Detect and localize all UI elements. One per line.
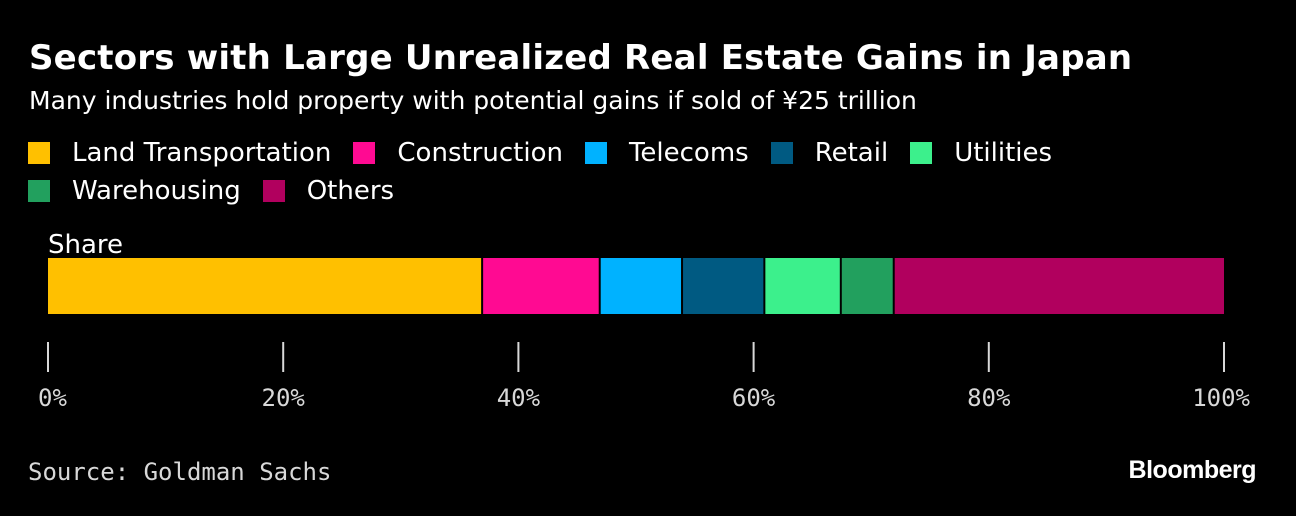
legend-swatch [28,180,50,202]
legend-item-warehousing: Warehousing [28,176,241,206]
legend-item-retail: Retail [770,138,889,168]
legend-row: Warehousing Others [28,172,1228,210]
legend-label: Utilities [954,138,1053,168]
legend-swatch [262,180,285,202]
legend-label: Retail [814,138,889,168]
legend-swatch [28,142,50,164]
legend-swatch [584,142,607,164]
legend-swatch [353,142,376,164]
legend-row: Land Transportation Construction Telecom… [28,134,1228,172]
legend-item-utilities: Utilities [910,138,1052,168]
bar-segments [48,258,1224,314]
legend-swatch [910,142,933,164]
bar-segment-others [894,258,1224,314]
bar-segment-construction [483,258,599,314]
x-tick-label: 80% [967,384,1011,412]
legend: Land Transportation Construction Telecom… [28,134,1228,210]
legend-label: Telecoms [628,138,749,168]
bar-segment-utilities [765,258,840,314]
x-tick-label: 60% [732,384,776,412]
x-tick-label: 40% [497,384,541,412]
chart-title: Sectors with Large Unrealized Real Estat… [29,38,1133,78]
legend-label: Warehousing [72,176,241,206]
chart-subtitle: Many industries hold property with poten… [29,86,917,115]
bar-segment-retail [683,258,764,314]
x-tick-label: 20% [262,384,306,412]
bloomberg-logo: Bloomberg [1128,456,1257,484]
legend-item-land-transportation: Land Transportation [28,138,331,168]
bar-segment-land-transportation [48,258,482,314]
x-axis: 0% 20% 40% 60% 80% 100% [38,342,1251,412]
legend-label: Others [306,176,395,206]
bar-segment-telecoms [600,258,682,314]
legend-item-others: Others [262,176,395,206]
legend-label: Construction [397,138,563,168]
bar-segment-warehousing [841,258,893,314]
legend-item-construction: Construction [353,138,563,168]
x-tick-label: 100% [1192,384,1250,412]
legend-swatch [770,142,793,164]
category-label: Share [48,230,123,260]
source-note: Source: Goldman Sachs [28,458,332,486]
legend-item-telecoms: Telecoms [584,138,749,168]
legend-label: Land Transportation [72,138,332,168]
x-tick-label: 0% [38,384,67,412]
